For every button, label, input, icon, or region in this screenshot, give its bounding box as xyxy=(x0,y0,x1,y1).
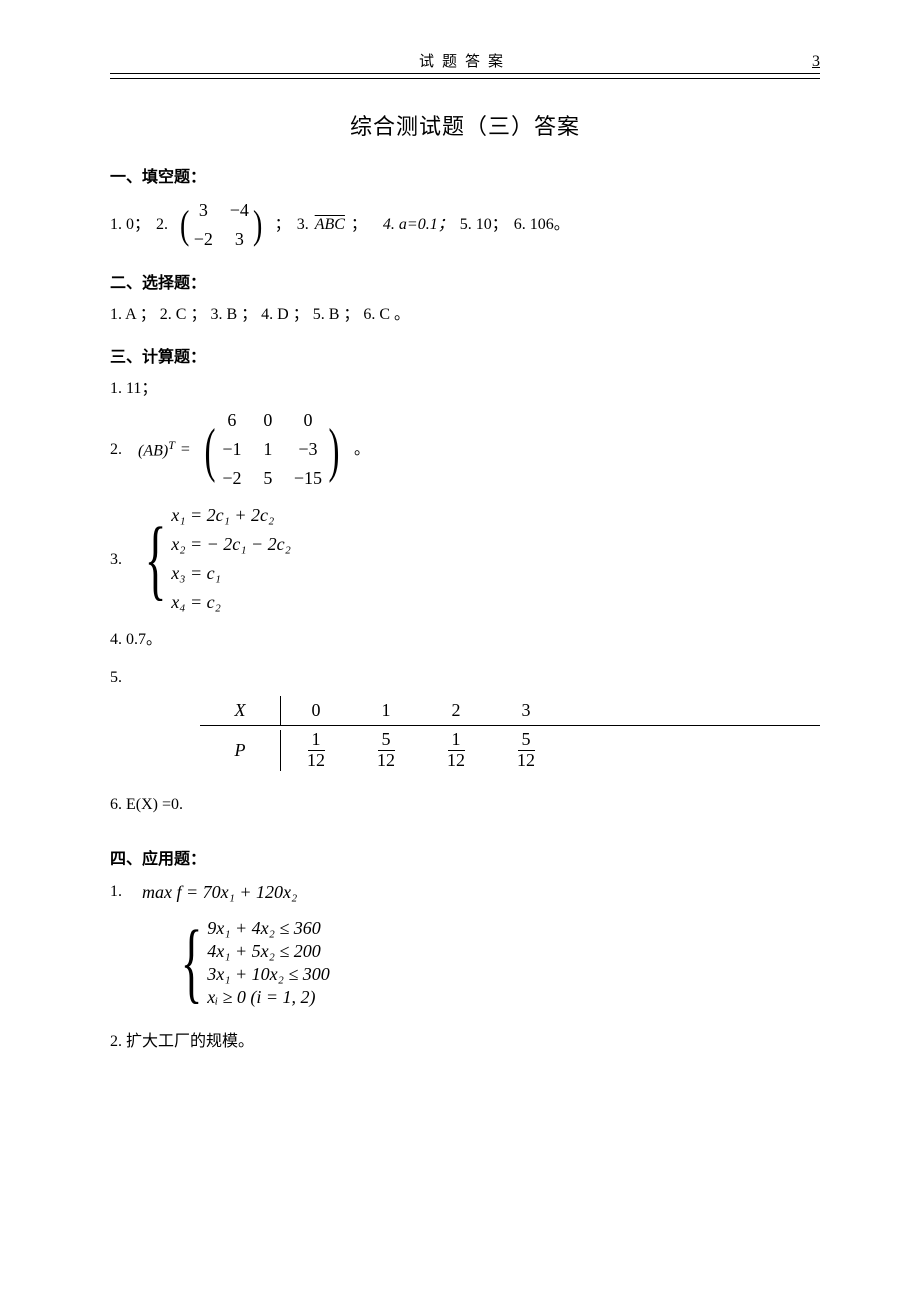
page-title: 综合测试题（三）答案 xyxy=(110,109,820,141)
s4-constraints: { 9x₁ + 4x₂ ≤ 360 4x₁ + 5x₂ ≤ 200 3x₁ + … xyxy=(170,918,820,1008)
section-1-answers: 1. 0； 2. ( 3 −4 −2 3 ) ； 3. ABC ； 4. a=0… xyxy=(110,197,820,253)
s4-q2: 2. 扩大工厂的规模。 xyxy=(110,1030,820,1054)
s1-q5: 5. 10； xyxy=(460,213,508,237)
s3-q6: 6. E(X) =0. xyxy=(110,793,820,817)
section-3-heading: 三、计算题： xyxy=(110,343,820,367)
matrix-body: 3 −4 −2 3 xyxy=(193,197,249,253)
s3-q2-lhs: (AB)T xyxy=(138,436,175,463)
s3-q4: 4. 0.7。 xyxy=(110,628,820,652)
matrix-body-3: 6 0 0 −1 1 −3 −2 5 −15 xyxy=(222,407,322,492)
s1-q4: 4. a=0.1； xyxy=(383,213,454,237)
s4-q1: 1. max f = 70x₁ + 120x₂ xyxy=(110,879,820,906)
dist-var-label: X xyxy=(200,696,281,725)
dist-prob-row: P 112 512 112 512 xyxy=(200,725,820,775)
page: 试题答案 3 综合测试题（三）答案 一、填空题： 1. 0； 2. ( 3 −4… xyxy=(0,0,920,1302)
s1-matrix: ( 3 −4 −2 3 ) xyxy=(178,197,265,253)
dp2: 112 xyxy=(421,726,491,775)
n12: −3 xyxy=(294,436,322,463)
s3-q2-exp: T xyxy=(168,438,175,452)
s1-q2-prefix: 2. xyxy=(156,213,168,237)
header-rule xyxy=(110,76,820,79)
dp3: 512 xyxy=(491,726,561,775)
s3-q3-lines: x₁ = 2c₁ + 2c₂ x₂ = − 2c₁ − 2c₂ x₃ = c₁ … xyxy=(171,502,291,616)
s4-c1: 4x₁ + 5x₂ ≤ 200 xyxy=(207,941,330,962)
s3-q2-eq: = xyxy=(181,438,190,462)
s3-q3-l2: x₃ = c₁ xyxy=(171,560,291,587)
s1-q6: 6. 106。 xyxy=(514,213,570,237)
s3-q1: 1. 11； xyxy=(110,377,820,401)
m01: −4 xyxy=(229,197,249,224)
s3-q2-suffix: 。 xyxy=(354,438,370,462)
header-center-label: 试题答案 xyxy=(140,50,790,71)
n11: 1 xyxy=(258,436,278,463)
dp2d: 12 xyxy=(443,751,469,771)
right-paren-icon: ) xyxy=(329,420,340,480)
section-1-heading: 一、填空题： xyxy=(110,163,820,187)
left-brace-icon: { xyxy=(181,922,203,1003)
left-paren-icon: ( xyxy=(204,420,215,480)
section-4-heading: 四、应用题： xyxy=(110,845,820,869)
s4-c3: xᵢ ≥ 0 (i = 1, 2) xyxy=(207,987,330,1008)
dp0d: 12 xyxy=(303,751,329,771)
dx3: 3 xyxy=(491,696,561,725)
dp2n: 1 xyxy=(448,730,465,751)
n01: 0 xyxy=(258,407,278,434)
s4-c2: 3x₁ + 10x₂ ≤ 300 xyxy=(207,964,330,985)
n00: 6 xyxy=(222,407,242,434)
page-header: 试题答案 3 xyxy=(110,50,820,74)
dp3d: 12 xyxy=(513,751,539,771)
s3-q5-prefix: 5. xyxy=(110,666,820,690)
dp1d: 12 xyxy=(373,751,399,771)
right-paren-icon: ) xyxy=(253,205,262,245)
dp1: 512 xyxy=(351,726,421,775)
dx0: 0 xyxy=(281,696,351,725)
page-number: 3 xyxy=(790,53,820,71)
dp0n: 1 xyxy=(308,730,325,751)
m10: −2 xyxy=(193,226,213,253)
s1-q3-value: ABC xyxy=(315,213,345,237)
dp3n: 5 xyxy=(518,730,535,751)
s3-q2: 2. (AB)T = ( 6 0 0 −1 1 −3 −2 5 −15 ) 。 xyxy=(110,407,820,492)
s3-q2-prefix: 2. xyxy=(110,438,122,462)
s3-q2-lhs-text: (AB) xyxy=(138,442,168,459)
s1-q3-prefix: 3. xyxy=(297,213,309,237)
s3-q3-l0: x₁ = 2c₁ + 2c₂ xyxy=(171,502,291,529)
m11: 3 xyxy=(229,226,249,253)
dist-header-row: X 0 1 2 3 xyxy=(200,696,820,725)
s3-q3: 3. { x₁ = 2c₁ + 2c₂ x₂ = − 2c₁ − 2c₂ x₃ … xyxy=(110,498,820,622)
n02: 0 xyxy=(294,407,322,434)
s3-q3-l3: x₄ = c₂ xyxy=(171,589,291,616)
section-2-heading: 二、选择题： xyxy=(110,269,820,293)
m00: 3 xyxy=(193,197,213,224)
s4-q1-prefix: 1. xyxy=(110,880,122,904)
n20: −2 xyxy=(222,465,242,492)
dx1: 1 xyxy=(351,696,421,725)
distribution-table: X 0 1 2 3 P 112 512 112 512 xyxy=(200,696,820,775)
n10: −1 xyxy=(222,436,242,463)
left-brace-icon: { xyxy=(145,519,167,600)
s2-line: 1. A ； 2. C ； 3. B ； 4. D ； 5. B ； 6. C … xyxy=(110,306,410,323)
s4-obj: max f = 70x₁ + 120x₂ xyxy=(142,879,297,906)
n21: 5 xyxy=(258,465,278,492)
s3-matrix: ( 6 0 0 −1 1 −3 −2 5 −15 ) xyxy=(200,407,344,492)
s1-q3-suffix: ； xyxy=(351,213,367,237)
s3-q3-prefix: 3. xyxy=(110,548,122,572)
section-2-answers: 1. A ； 2. C ； 3. B ； 4. D ； 5. B ； 6. C … xyxy=(110,303,820,327)
dist-prob-label: P xyxy=(200,730,281,771)
n22: −15 xyxy=(294,465,322,492)
s4-constraint-lines: 9x₁ + 4x₂ ≤ 360 4x₁ + 5x₂ ≤ 200 3x₁ + 10… xyxy=(207,918,330,1008)
s1-q2-suffix: ； xyxy=(275,213,291,237)
s3-q3-brace: { x₁ = 2c₁ + 2c₂ x₂ = − 2c₁ − 2c₂ x₃ = c… xyxy=(134,502,291,616)
left-paren-icon: ( xyxy=(180,205,189,245)
s1-q1: 1. 0； xyxy=(110,213,150,237)
s3-q3-l1: x₂ = − 2c₁ − 2c₂ xyxy=(171,531,291,558)
dx2: 2 xyxy=(421,696,491,725)
s4-c0: 9x₁ + 4x₂ ≤ 360 xyxy=(207,918,330,939)
dp0: 112 xyxy=(281,726,351,775)
dp1n: 5 xyxy=(378,730,395,751)
